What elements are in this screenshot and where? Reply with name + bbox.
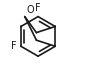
Text: F: F bbox=[11, 41, 17, 51]
Text: F: F bbox=[35, 3, 41, 13]
Text: O: O bbox=[27, 5, 34, 15]
